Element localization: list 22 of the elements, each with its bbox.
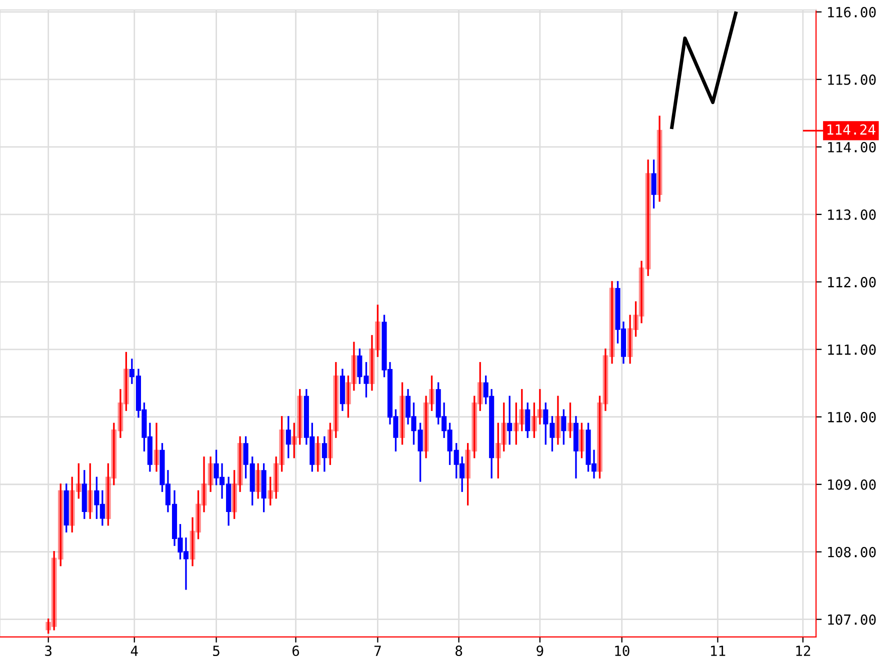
x-tick-label: 5	[213, 646, 220, 656]
y-tick-label: 115.00	[828, 74, 876, 85]
y-tick-label: 109.00	[828, 479, 876, 490]
y-tick-label: 107.00	[828, 614, 876, 625]
x-tick-label: 11	[711, 646, 726, 656]
y-tick-label: 114.00	[828, 142, 876, 152]
x-tick-label: 8	[456, 646, 462, 656]
ref-line-label: 114.24	[828, 124, 876, 135]
y-tick-label: 113.00	[828, 209, 876, 220]
x-tick-label: 12	[796, 646, 810, 656]
x-tick-label: 6	[292, 646, 300, 656]
y-tick-label: 112.00	[828, 276, 876, 288]
x-tick-label: 4	[130, 646, 138, 656]
x-tick-label: 9	[536, 646, 544, 656]
x-tick-label: 7	[374, 646, 381, 656]
y-tick-label: 111.00	[828, 344, 876, 355]
x-tick-label: 10	[615, 646, 630, 656]
y-tick-label: 108.00	[828, 546, 876, 558]
line-series	[670, 12, 738, 130]
y-tick-label: 110.00	[828, 412, 876, 422]
y-tick-label: 116.00	[828, 6, 876, 18]
x-tick-label: 3	[45, 646, 52, 656]
